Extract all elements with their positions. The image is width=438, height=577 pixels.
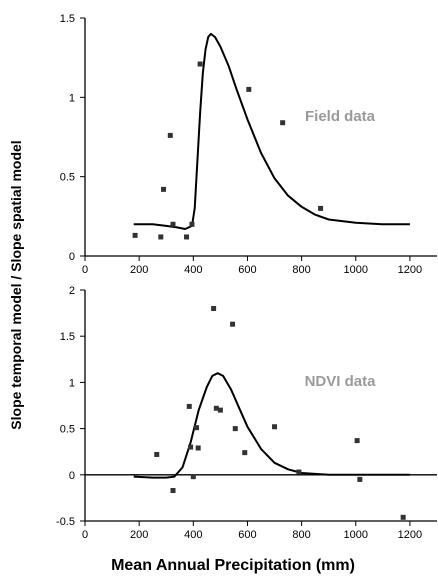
data-point <box>170 488 176 494</box>
y-tick-label: 1.5 <box>60 331 75 343</box>
x-tick-label: 1000 <box>344 264 368 276</box>
x-tick-label: 1200 <box>398 264 422 276</box>
ndvi-data-panel: -0.5 0 0.5 1 1.5 2 0 200 400 600 800 1000 1200 NDVI d… <box>56 285 437 541</box>
data-point <box>318 205 324 211</box>
x-tick-label: 800 <box>292 529 310 541</box>
model-curve <box>133 372 410 479</box>
x-tick-label: 600 <box>238 264 256 276</box>
data-point <box>354 438 360 444</box>
x-tick-label: 200 <box>130 529 148 541</box>
data-point <box>232 426 238 432</box>
data-point <box>194 425 200 431</box>
x-axis-title: Mean Annual Precipitation (mm) <box>111 557 355 574</box>
y-tick-label: 1.5 <box>60 13 75 25</box>
x-tick-label: 1200 <box>398 529 422 541</box>
y-tick-label: 0 <box>69 470 75 482</box>
data-point <box>211 305 217 311</box>
data-point <box>400 514 406 520</box>
data-point <box>197 61 203 67</box>
data-point <box>132 232 138 238</box>
data-point <box>158 234 164 240</box>
x-tick-label: 400 <box>184 529 202 541</box>
data-point <box>296 469 302 475</box>
y-axis-title: Slope temporal model / Slope spatial mod… <box>8 140 24 429</box>
x-tick-label: 1000 <box>344 529 368 541</box>
x-tick-label: 800 <box>292 264 310 276</box>
x-tick-label: 0 <box>82 264 88 276</box>
x-tick-label: 0 <box>82 529 88 541</box>
x-tick-label: 400 <box>184 264 202 276</box>
data-point <box>195 445 201 451</box>
data-point <box>167 132 173 138</box>
panel-annotation: NDVI data <box>305 373 377 390</box>
data-point <box>242 450 248 456</box>
data-point <box>184 234 190 240</box>
data-point <box>230 321 236 327</box>
data-point <box>186 403 192 409</box>
data-point <box>280 120 286 126</box>
data-point <box>272 424 278 430</box>
y-tick-label: -0.5 <box>56 516 75 528</box>
x-tick-label: 200 <box>130 264 148 276</box>
data-point <box>154 451 160 457</box>
data-point <box>246 86 252 92</box>
y-tick-label: 0.5 <box>60 172 75 184</box>
data-point <box>189 221 195 227</box>
data-point <box>357 476 363 482</box>
field-data-panel: 0 0.5 1 1.5 0 200 400 600 800 1000 1200 Field data <box>60 13 437 276</box>
panel-annotation: Field data <box>305 108 376 125</box>
y-tick-label: 0 <box>69 251 75 263</box>
y-tick-label: 2 <box>69 285 75 297</box>
data-point <box>170 221 176 227</box>
y-tick-label: 0.5 <box>60 424 75 436</box>
model-curve <box>133 32 410 230</box>
y-tick-label: 1 <box>69 377 75 389</box>
data-point <box>217 407 223 413</box>
data-point <box>213 405 219 411</box>
x-tick-label: 600 <box>238 529 256 541</box>
data-point <box>190 474 196 480</box>
data-point <box>188 444 194 450</box>
data-point <box>161 186 167 192</box>
y-tick-label: 1 <box>69 92 75 104</box>
